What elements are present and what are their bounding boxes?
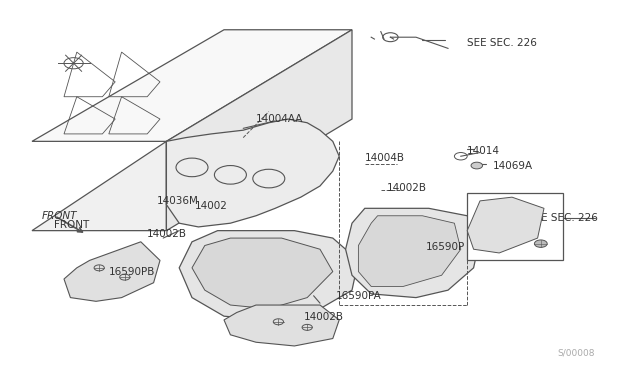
Text: 14004B: 14004B: [365, 153, 404, 163]
Polygon shape: [166, 30, 352, 231]
Polygon shape: [166, 119, 339, 227]
Polygon shape: [192, 238, 333, 309]
Text: 14069A: 14069A: [493, 161, 533, 170]
Text: S/00008: S/00008: [557, 348, 595, 357]
Text: 16590P: 16590P: [426, 243, 465, 252]
Polygon shape: [346, 208, 480, 298]
Polygon shape: [467, 197, 544, 253]
Polygon shape: [179, 231, 358, 320]
Text: 14002: 14002: [195, 202, 228, 211]
Polygon shape: [64, 242, 160, 301]
Text: 14004AA: 14004AA: [256, 114, 303, 124]
Circle shape: [471, 162, 483, 169]
Text: FRONT: FRONT: [42, 211, 77, 221]
Polygon shape: [32, 30, 352, 141]
Circle shape: [534, 240, 547, 247]
Polygon shape: [358, 216, 461, 286]
Text: 16590PA: 16590PA: [336, 291, 381, 301]
Polygon shape: [224, 305, 339, 346]
Bar: [467, 193, 563, 260]
Polygon shape: [32, 141, 166, 231]
Text: 14002B: 14002B: [147, 230, 188, 239]
Text: SEE SEC. 226: SEE SEC. 226: [528, 213, 598, 222]
Text: 14014: 14014: [467, 146, 500, 155]
Text: 16590PB: 16590PB: [109, 267, 155, 276]
Text: 14002B: 14002B: [304, 312, 344, 322]
Text: FRONT: FRONT: [54, 220, 90, 230]
Text: 14002B: 14002B: [387, 183, 428, 193]
Text: SEE SEC. 226: SEE SEC. 226: [467, 38, 537, 48]
Text: 14036M: 14036M: [157, 196, 198, 206]
